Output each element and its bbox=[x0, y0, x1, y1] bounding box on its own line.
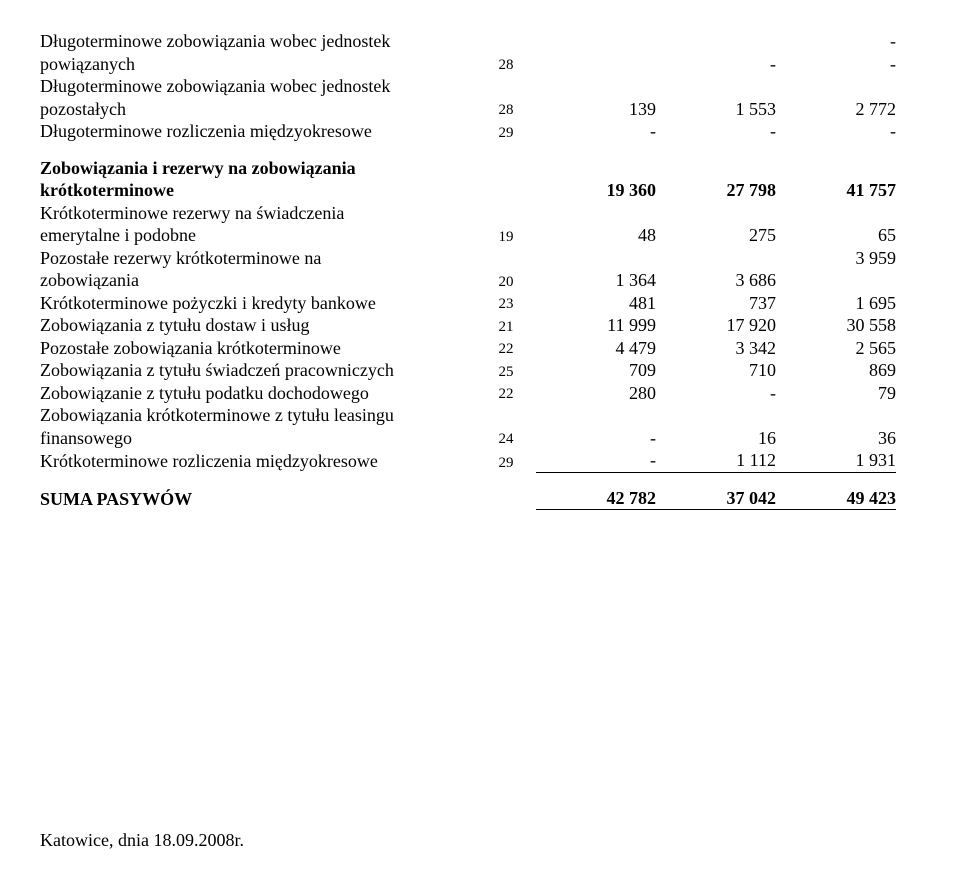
note-col: 24 bbox=[476, 430, 536, 449]
row-label: Krótkoterminowe rozliczenia międzyokreso… bbox=[40, 450, 476, 473]
row-label: Pozostałe zobowiązania krótkoterminowe bbox=[40, 337, 476, 360]
value-cell: - bbox=[656, 120, 776, 143]
row-label: powiązanych bbox=[40, 53, 476, 76]
value-cell: 2 565 bbox=[776, 337, 896, 360]
note-col: 23 bbox=[476, 295, 536, 314]
table-row: Krótkoterminowe pożyczki i kredyty banko… bbox=[40, 292, 919, 315]
row-label: Zobowiązanie z tytułu podatku dochodoweg… bbox=[40, 382, 476, 405]
value-cell: 3 342 bbox=[656, 337, 776, 360]
value-cell: 1 553 bbox=[656, 98, 776, 121]
row-label: krótkoterminowe bbox=[40, 179, 476, 202]
table-row: Zobowiązanie z tytułu podatku dochodoweg… bbox=[40, 382, 919, 405]
row-label: Zobowiązania z tytułu świadczeń pracowni… bbox=[40, 359, 476, 382]
value-cell: - bbox=[776, 30, 896, 53]
note-col: 22 bbox=[476, 385, 536, 404]
row-label: Zobowiązania krótkoterminowe z tytułu le… bbox=[40, 404, 476, 427]
value-cell: 3 959 bbox=[776, 247, 896, 270]
value-cell: 275 bbox=[656, 224, 776, 247]
value-cell: - bbox=[776, 53, 896, 76]
row-label: Krótkoterminowe pożyczki i kredyty banko… bbox=[40, 292, 476, 315]
row-spacer bbox=[40, 473, 919, 487]
row-label: pozostałych bbox=[40, 98, 476, 121]
value-cell: - bbox=[536, 449, 656, 473]
value-cell: 65 bbox=[776, 224, 896, 247]
value-cell: - bbox=[536, 427, 656, 450]
value-cell: 17 920 bbox=[656, 314, 776, 337]
row-label: SUMA PASYWÓW bbox=[40, 488, 476, 511]
value-cell: 79 bbox=[776, 382, 896, 405]
row-label: Krótkoterminowe rezerwy na świadczenia bbox=[40, 202, 476, 225]
row-label: finansowego bbox=[40, 427, 476, 450]
table-row: Długoterminowe rozliczenia międzyokresow… bbox=[40, 120, 919, 143]
table-row: Zobowiązania z tytułu dostaw i usług2111… bbox=[40, 314, 919, 337]
value-cell: 1 112 bbox=[656, 449, 776, 473]
footer-date: Katowice, dnia 18.09.2008r. bbox=[40, 830, 919, 851]
table-row: Zobowiązania z tytułu świadczeń pracowni… bbox=[40, 359, 919, 382]
value-cell: 30 558 bbox=[776, 314, 896, 337]
table-row: Zobowiązania krótkoterminowe z tytułu le… bbox=[40, 404, 919, 449]
value-cell: 37 042 bbox=[656, 487, 776, 511]
value-cell: - bbox=[776, 120, 896, 143]
value-cell: 737 bbox=[656, 292, 776, 315]
value-cell: 4 479 bbox=[536, 337, 656, 360]
row-label: Długoterminowe rozliczenia międzyokresow… bbox=[40, 120, 476, 143]
row-label: Zobowiązania z tytułu dostaw i usług bbox=[40, 314, 476, 337]
row-label: zobowiązania bbox=[40, 269, 476, 292]
table-row: Krótkoterminowe rozliczenia międzyokreso… bbox=[40, 449, 919, 473]
row-label: Zobowiązania i rezerwy na zobowiązania bbox=[40, 157, 476, 180]
note-col: 19 bbox=[476, 228, 536, 247]
row-spacer bbox=[40, 143, 919, 157]
financial-table: Długoterminowe zobowiązania wobec jednos… bbox=[40, 30, 919, 510]
row-label: Długoterminowe zobowiązania wobec jednos… bbox=[40, 30, 476, 53]
value-cell: 1 695 bbox=[776, 292, 896, 315]
value-cell: 27 798 bbox=[656, 179, 776, 202]
table-row: Pozostałe zobowiązania krótkoterminowe22… bbox=[40, 337, 919, 360]
value-cell: 11 999 bbox=[536, 314, 656, 337]
table-row: Krótkoterminowe rezerwy na świadczeniaem… bbox=[40, 202, 919, 247]
value-cell: 16 bbox=[656, 427, 776, 450]
note-col: 28 bbox=[476, 101, 536, 120]
value-cell: 1 364 bbox=[536, 269, 656, 292]
table-row: Zobowiązania i rezerwy na zobowiązaniakr… bbox=[40, 157, 919, 202]
note-col: 25 bbox=[476, 363, 536, 382]
value-cell: 869 bbox=[776, 359, 896, 382]
note-col: 22 bbox=[476, 340, 536, 359]
value-cell: 49 423 bbox=[776, 487, 896, 511]
value-cell: - bbox=[656, 382, 776, 405]
value-cell: 709 bbox=[536, 359, 656, 382]
value-cell: 280 bbox=[536, 382, 656, 405]
value-cell: 139 bbox=[536, 98, 656, 121]
note-col: 21 bbox=[476, 318, 536, 337]
table-row: Długoterminowe zobowiązania wobec jednos… bbox=[40, 30, 919, 75]
value-cell: 3 686 bbox=[656, 269, 776, 292]
table-row: Długoterminowe zobowiązania wobec jednos… bbox=[40, 75, 919, 120]
table-row: Pozostałe rezerwy krótkoterminowe na 3 95… bbox=[40, 247, 919, 292]
value-cell: 42 782 bbox=[536, 487, 656, 511]
row-label: emerytalne i podobne bbox=[40, 224, 476, 247]
row-label: Długoterminowe zobowiązania wobec jednos… bbox=[40, 75, 476, 98]
note-col: 29 bbox=[476, 454, 536, 473]
value-cell: 48 bbox=[536, 224, 656, 247]
value-cell: - bbox=[656, 53, 776, 76]
value-cell: 710 bbox=[656, 359, 776, 382]
value-cell: 1 931 bbox=[776, 449, 896, 473]
value-cell: 481 bbox=[536, 292, 656, 315]
value-cell: - bbox=[536, 120, 656, 143]
value-cell: 2 772 bbox=[776, 98, 896, 121]
table-row: SUMA PASYWÓW 42 78237 04249 423 bbox=[40, 487, 919, 511]
note-col: 20 bbox=[476, 273, 536, 292]
value-cell: 41 757 bbox=[776, 179, 896, 202]
note-col: 29 bbox=[476, 124, 536, 143]
row-label: Pozostałe rezerwy krótkoterminowe na bbox=[40, 247, 476, 270]
note-col: 28 bbox=[476, 56, 536, 75]
value-cell: 19 360 bbox=[536, 179, 656, 202]
value-cell: 36 bbox=[776, 427, 896, 450]
